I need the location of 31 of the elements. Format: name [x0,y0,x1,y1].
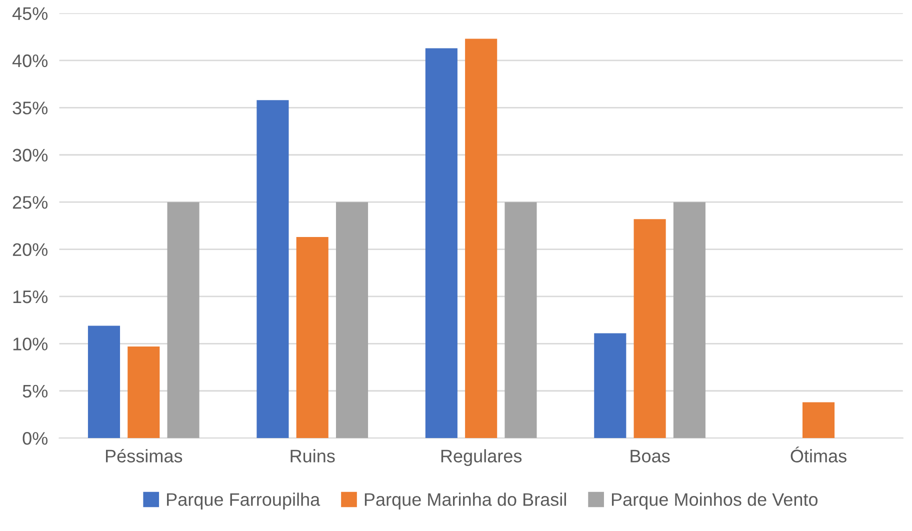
bar [296,237,328,438]
bar [802,402,835,438]
bar [88,326,120,438]
x-tick-label: Regulares [441,449,522,466]
x-tick-label: Péssimas [106,448,182,462]
y-tick-label: 10% [13,338,48,350]
bar [128,346,160,438]
legend-label: Parque Farroupilha [167,492,320,510]
bar [504,202,537,438]
y-tick-label: 30% [12,148,48,162]
x-tick-label: Ótimas [790,446,846,462]
bar [673,202,706,438]
y-tick-label: 45% [12,7,48,20]
legend-label: Parque Marinha do Brasil [364,492,566,510]
y-tick-label: 0% [22,432,48,445]
y-tick-label: 40% [12,54,48,68]
bar [465,38,498,438]
bar [634,219,666,438]
bar [336,202,368,438]
y-tick-label: 35% [12,102,48,114]
bar [256,100,289,438]
y-tick-label: 25% [12,196,48,209]
y-tick-label: 20% [12,243,48,256]
x-tick-label: Ruins [290,449,335,462]
y-tick-label: 15% [13,290,48,304]
legend-label: Parque Moinhos de Vento [612,492,818,510]
y-tick-label: 5% [22,384,48,398]
bar [594,333,626,438]
bar [425,48,458,438]
bar [167,202,200,438]
x-tick-label: Boas [630,450,670,462]
